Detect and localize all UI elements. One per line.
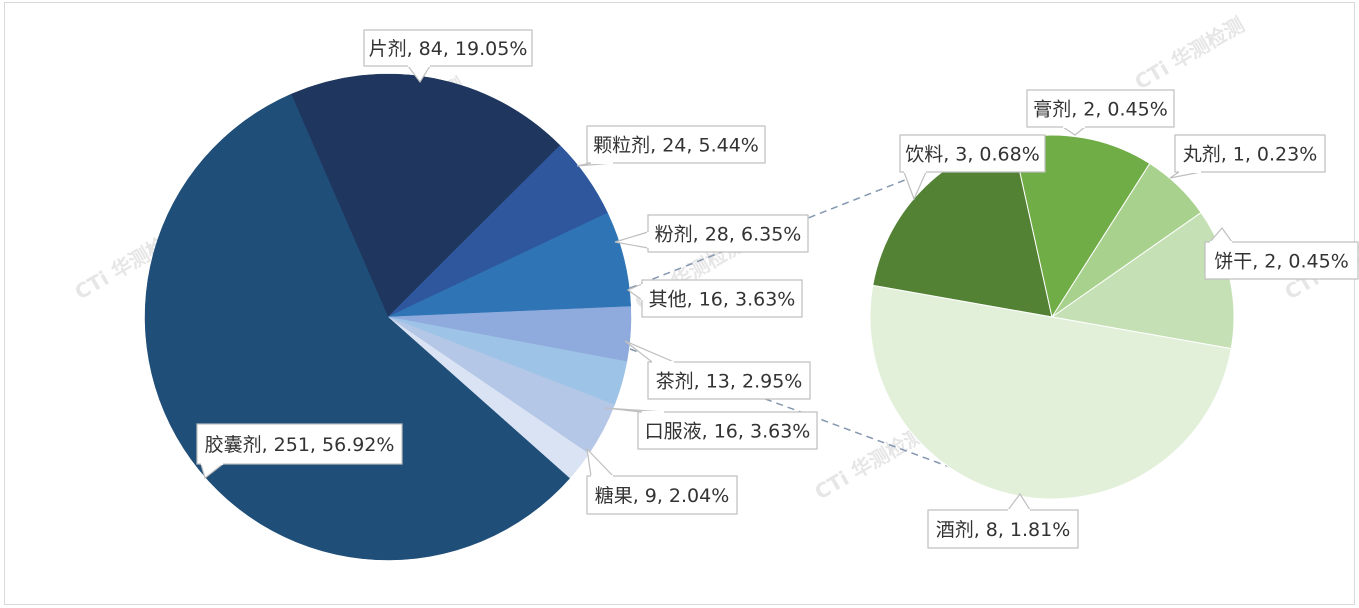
label-text: 糖果, 9, 2.04% [595,485,730,507]
label-text: 酒剂, 8, 1.81% [936,519,1071,541]
label-text: 饼干, 2, 0.45% [1214,251,1349,273]
label-其他: 其他, 16, 3.63% [626,279,803,318]
sub-label-丸剂: 丸剂, 1, 0.23% [1169,134,1326,179]
label-box [1204,241,1359,280]
label-text: 丸剂, 1, 0.23% [1183,144,1318,166]
label-box [1026,89,1175,128]
secondary-pie [869,134,1235,500]
label-text: 颗粒剂, 24, 5.44% [593,135,759,157]
label-text: 其他, 16, 3.63% [649,289,796,311]
sub-label-饮料: 饮料, 3, 0.68% [899,134,1046,201]
label-box [196,423,403,465]
label-box [586,475,738,515]
label-box [1174,134,1326,173]
sub-label-饼干: 饼干, 2, 0.45% [1204,227,1359,280]
label-pointer [1061,126,1087,136]
main-pie [144,73,632,561]
label-pointer [624,340,675,363]
label-box [647,214,809,253]
label-box [899,134,1046,173]
label-text: 饮料, 3, 0.68% [905,144,1040,166]
watermark-4: CTi 华测检测 [1131,12,1249,94]
label-box [647,361,811,400]
label-胶囊剂: 胶囊剂, 251, 56.92% [196,423,403,480]
label-text: 粉剂, 28, 6.35% [655,224,802,246]
label-box [637,411,818,450]
label-茶剂: 茶剂, 13, 2.95% [624,340,811,400]
label-pointer [586,447,615,477]
label-box [927,509,1079,549]
label-糖果: 糖果, 9, 2.04% [586,447,738,515]
data-labels: 片剂, 84, 19.05% 颗粒剂, 24, 5.44% 粉剂, 28, 6.35… [196,29,1359,549]
label-text: 口服液, 16, 3.63% [645,421,811,443]
label-颗粒剂: 颗粒剂, 24, 5.44% [576,125,766,167]
label-text: 茶剂, 13, 2.95% [656,371,803,393]
label-text: 胶囊剂, 251, 56.92% [205,434,395,456]
label-text: 片剂, 84, 19.05% [369,38,528,60]
sub-label-膏剂: 膏剂, 2, 0.45% [1026,89,1175,136]
label-text: 膏剂, 2, 0.45% [1033,98,1168,121]
label-粉剂: 粉剂, 28, 6.35% [614,214,809,253]
label-片剂: 片剂, 84, 19.05% [363,29,533,84]
watermark-3: CTi 华测检测 [811,422,929,504]
label-口服液: 口服液, 16, 3.63% [604,407,818,450]
slice-片剂 [290,73,561,318]
label-box [586,125,766,164]
label-box [363,29,533,67]
sub-label-酒剂: 酒剂, 8, 1.81% [927,492,1079,549]
